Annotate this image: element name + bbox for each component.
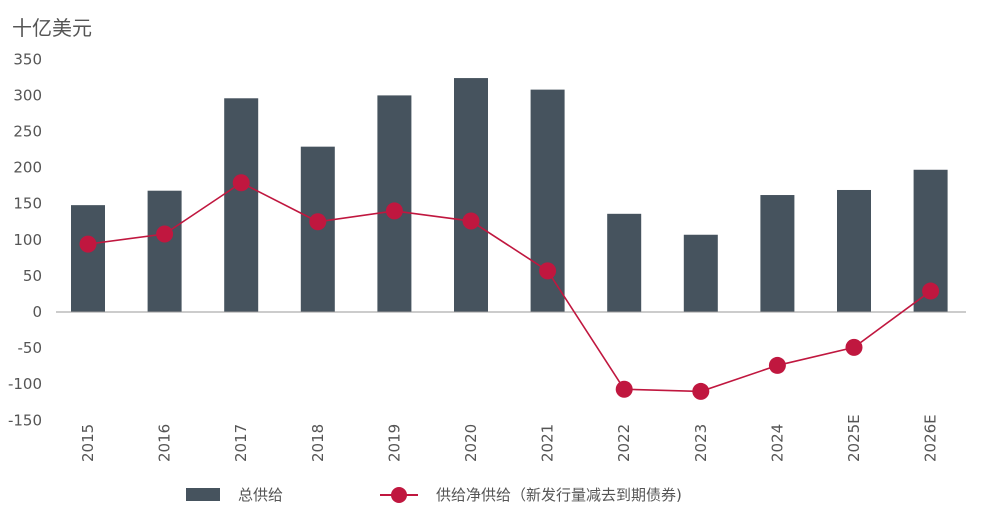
x-tick-label: 2023 [692,424,710,462]
y-tick-label: 200 [13,159,42,177]
x-tick-label: 2017 [232,424,250,462]
y-tick-label: 100 [13,231,42,249]
y-tick-label: -100 [8,375,42,393]
x-tick-label: 2021 [539,424,557,462]
x-tick-label: 2024 [768,424,786,462]
x-tick-label: 2015 [79,424,97,462]
legend-label-net-supply: 供给净供给（新发行量减去到期债券) [436,486,682,504]
bar [607,213,642,312]
y-tick-label: -150 [8,411,42,429]
x-tick-label: 2018 [309,424,327,462]
bar [837,189,871,312]
y-tick-label: -50 [18,339,43,357]
data-point-marker [232,174,250,192]
data-point-marker [309,213,327,231]
legend-item-net-supply: 供给净供给（新发行量减去到期债券) [380,484,682,505]
data-point-marker [79,235,97,253]
x-tick-label: 2016 [156,424,174,462]
y-tick-label: 150 [13,195,42,213]
bar [71,205,105,312]
legend-label-total-supply: 总供给 [238,486,284,504]
x-tick-label: 2025E [845,414,863,462]
data-point-marker [845,338,863,356]
bar [224,98,259,313]
data-point-marker [462,212,480,230]
data-point-marker [922,282,940,300]
y-axis-unit-label: 十亿美元 [12,16,92,40]
bar-swatch-icon [186,488,220,501]
data-point-marker [539,262,557,280]
bar-series-total-supply [71,78,948,313]
bar [683,234,718,312]
bar [760,195,795,312]
bar [147,190,182,312]
y-axis-ticks: 350 300 250 200 150 100 50 0 -50 -100 -150 [8,50,42,429]
x-tick-label: 2022 [615,424,633,462]
x-tick-label: 2019 [385,424,403,462]
legend-item-total-supply: 总供给 [186,484,283,505]
data-point-marker [692,382,710,400]
bar [454,78,488,313]
x-tick-label: 2020 [462,424,480,462]
y-tick-label: 0 [32,303,42,321]
y-tick-label: 300 [13,86,42,104]
data-point-marker [768,356,786,374]
data-point-marker [156,225,174,243]
data-point-marker [615,380,633,398]
y-tick-label: 250 [13,123,42,141]
line-series-net-supply [79,174,940,400]
x-axis-ticks: 2015 2016 2017 2018 2019 2020 2021 2022 2023 2024… [79,414,940,462]
x-tick-label: 2026E [922,414,940,462]
y-tick-label: 50 [23,267,42,285]
line-marker-swatch-icon [380,486,418,503]
data-point-marker [385,202,403,220]
y-tick-label: 350 [13,50,42,68]
net-supply-line [87,181,932,393]
